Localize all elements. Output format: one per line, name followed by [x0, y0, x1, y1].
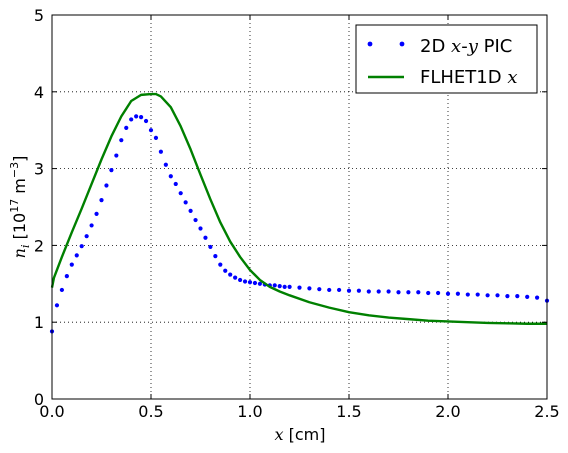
- data-point-2d-x-y-pic: [74, 253, 79, 258]
- data-point-2d-x-y-pic: [228, 272, 233, 277]
- legend: 2D x-y PIC FLHET1D x: [355, 24, 538, 94]
- data-point-2d-x-y-pic: [94, 211, 99, 217]
- legend-label-pic: 2D x-y PIC: [420, 36, 512, 57]
- data-point-2d-x-y-pic: [257, 281, 262, 286]
- data-point-2d-x-y-pic: [525, 294, 530, 299]
- y-tick-label: 5: [34, 6, 44, 25]
- data-point-2d-x-y-pic: [84, 234, 89, 239]
- data-point-2d-x-y-pic: [223, 268, 228, 273]
- y-tick-label: 2: [34, 236, 44, 255]
- data-point-2d-x-y-pic: [426, 290, 431, 296]
- data-point-2d-x-y-pic: [178, 191, 183, 196]
- x-tick-label: 1.0: [237, 402, 262, 421]
- data-point-2d-x-y-pic: [188, 208, 193, 213]
- x-tick-label: 2.5: [534, 402, 559, 421]
- data-point-2d-x-y-pic: [198, 226, 203, 231]
- data-point-2d-x-y-pic: [436, 290, 441, 296]
- data-point-2d-x-y-pic: [148, 128, 154, 133]
- data-point-2d-x-y-pic: [327, 287, 332, 293]
- data-point-2d-x-y-pic: [297, 285, 302, 290]
- data-point-2d-x-y-pic: [153, 135, 159, 140]
- y-axis-label: ni [1017 m−3]: [8, 156, 32, 259]
- data-point-2d-x-y-pic: [99, 197, 104, 203]
- data-point-2d-x-y-pic: [163, 162, 168, 167]
- x-tick-label: 0.0: [39, 402, 64, 421]
- data-point-2d-x-y-pic: [218, 262, 223, 267]
- y-tick-label: 0: [34, 390, 44, 409]
- data-point-2d-x-y-pic: [277, 284, 282, 289]
- data-point-2d-x-y-pic: [366, 289, 371, 294]
- data-point-2d-x-y-pic: [158, 149, 163, 154]
- data-point-2d-x-y-pic: [124, 125, 129, 130]
- data-point-2d-x-y-pic: [114, 153, 119, 158]
- data-point-2d-x-y-pic: [139, 115, 144, 120]
- legend-marker-pic: [367, 41, 405, 47]
- data-point-2d-x-y-pic: [168, 174, 173, 179]
- legend-box: [355, 24, 538, 94]
- x-tick-label: 0.5: [138, 402, 163, 421]
- data-point-2d-x-y-pic: [69, 262, 74, 267]
- data-point-2d-x-y-pic: [535, 295, 540, 300]
- data-point-2d-x-y-pic: [247, 280, 253, 285]
- data-point-2d-x-y-pic: [109, 168, 114, 173]
- data-point-2d-x-y-pic: [307, 286, 312, 291]
- data-point-2d-x-y-pic: [143, 118, 149, 124]
- y-tick-label: 4: [34, 83, 44, 102]
- data-point-2d-x-y-pic: [505, 293, 510, 299]
- data-point-2d-x-y-pic: [396, 290, 401, 295]
- data-point-2d-x-y-pic: [282, 284, 287, 289]
- data-point-2d-x-y-pic: [465, 292, 470, 297]
- data-point-2d-x-y-pic: [272, 283, 277, 288]
- data-point-2d-x-y-pic: [238, 277, 243, 283]
- data-point-2d-x-y-pic: [134, 114, 139, 119]
- data-point-2d-x-y-pic: [376, 289, 381, 294]
- series-layer: [49, 92, 550, 334]
- data-point-2d-x-y-pic: [183, 200, 188, 205]
- data-point-2d-x-y-pic: [406, 290, 411, 295]
- data-point-2d-x-y-pic: [79, 244, 84, 249]
- data-point-2d-x-y-pic: [129, 117, 134, 122]
- data-point-2d-x-y-pic: [64, 274, 69, 279]
- data-point-2d-x-y-pic: [317, 287, 322, 292]
- data-point-2d-x-y-pic: [173, 181, 178, 187]
- data-point-2d-x-y-pic: [193, 217, 198, 223]
- data-point-2d-x-y-pic: [386, 289, 391, 294]
- data-point-2d-x-y-pic: [203, 235, 208, 240]
- data-point-2d-x-y-pic: [416, 290, 421, 295]
- data-point-2d-x-y-pic: [515, 293, 520, 299]
- series-line-flhet1d-x: [50, 92, 547, 325]
- data-point-2d-x-y-pic: [119, 138, 124, 143]
- y-tick-label: 1: [34, 313, 44, 332]
- x-tick-label: 1.5: [336, 402, 361, 421]
- data-point-2d-x-y-pic: [445, 291, 451, 296]
- data-point-2d-x-y-pic: [233, 275, 238, 280]
- data-point-2d-x-y-pic: [485, 293, 490, 298]
- data-point-2d-x-y-pic: [104, 183, 109, 188]
- data-point-2d-x-y-pic: [213, 254, 218, 259]
- data-point-2d-x-y-pic: [337, 287, 342, 293]
- data-point-2d-x-y-pic: [54, 303, 60, 308]
- data-point-2d-x-y-pic: [455, 291, 460, 296]
- y-tick-label: 3: [34, 160, 44, 179]
- data-point-2d-x-y-pic: [59, 287, 64, 293]
- data-point-2d-x-y-pic: [208, 244, 213, 250]
- data-point-2d-x-y-pic: [89, 223, 94, 228]
- x-tick-label: 2.0: [435, 402, 460, 421]
- legend-marker-dot: [367, 41, 373, 47]
- data-point-2d-x-y-pic: [346, 288, 352, 293]
- legend-label-flhet: FLHET1D x: [420, 67, 517, 88]
- data-point-2d-x-y-pic: [287, 284, 292, 289]
- data-point-2d-x-y-pic: [252, 280, 258, 286]
- x-axis-label: x [cm]: [275, 425, 326, 444]
- data-point-2d-x-y-pic: [495, 293, 500, 298]
- data-point-2d-x-y-pic: [242, 279, 248, 284]
- data-point-2d-x-y-pic: [475, 292, 480, 297]
- plot-frame: [51, 14, 548, 400]
- data-point-2d-x-y-pic: [356, 288, 361, 293]
- legend-marker-dot: [399, 41, 405, 47]
